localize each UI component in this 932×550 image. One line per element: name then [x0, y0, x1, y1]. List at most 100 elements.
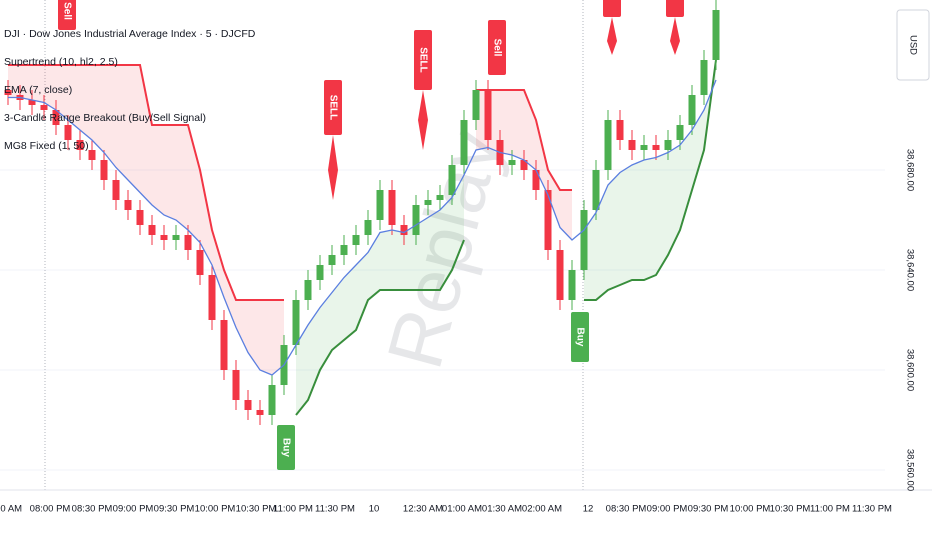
candle-body [76, 140, 84, 150]
legend: DJI · Dow Jones Industrial Average Index… [4, 28, 256, 152]
candle-body [268, 385, 276, 415]
x-tick-label: 10:00 PM [195, 504, 236, 515]
candle-body [160, 235, 168, 240]
candle-body [532, 170, 540, 190]
y-tick-label: 38,560.00 [904, 449, 915, 491]
x-tick-label: 11:30 PM [852, 504, 892, 515]
candle-body [412, 205, 420, 235]
price-axis [885, 0, 932, 490]
candle-body [460, 120, 468, 165]
candle-body [304, 280, 312, 300]
signal-label: Buy [574, 328, 585, 347]
x-tick-label: 01:00 AM [442, 504, 482, 515]
candle-body [232, 370, 240, 400]
x-tick-label: 09:00 PM [647, 504, 688, 515]
signal-arrow [418, 90, 428, 150]
supertrend-line [295, 239, 465, 416]
signal-label: Sell [61, 2, 72, 20]
candle-body [352, 235, 360, 245]
x-tick-label: 02:00 AM [522, 504, 562, 515]
candle-body [172, 235, 180, 240]
ema-line [8, 79, 717, 376]
x-tick-label: 08:30 PM [606, 504, 647, 515]
candle-body [448, 165, 456, 195]
candle-body [184, 235, 192, 250]
candle-body [328, 255, 336, 265]
legend-title: DJI · Dow Jones Industrial Average Index… [4, 28, 256, 40]
grid [0, 169, 885, 471]
candle-body [664, 140, 672, 150]
candle-body [580, 210, 588, 270]
signal-box [488, 20, 506, 75]
x-tick-label: 09:00 PM [113, 504, 154, 515]
signal-label: Sell [491, 39, 502, 57]
x-tick-label: 10 [369, 504, 380, 515]
x-tick-label: 12 [583, 504, 594, 515]
x-tick-label: 10:00 PM [730, 504, 771, 515]
candle-body [220, 320, 228, 370]
candle-body [484, 90, 492, 140]
plot [4, 0, 720, 425]
signal-arrow [328, 135, 338, 200]
signal-box [666, 0, 684, 17]
signal-label: SELL [327, 95, 338, 121]
candle-body [616, 120, 624, 140]
candle-body [472, 90, 480, 120]
signal-box [571, 312, 589, 362]
candle-body [712, 10, 720, 60]
candle-body [544, 190, 552, 250]
candle-body [136, 210, 144, 225]
currency: USD [907, 35, 918, 55]
trend-fill [8, 65, 284, 375]
supertrend-line [8, 64, 284, 301]
candle-body [28, 100, 36, 105]
candle-body [88, 150, 96, 160]
signals: Sell SELL SELL Sell Buy Buy [58, 0, 684, 470]
y-tick-label: 38,600.00 [904, 349, 915, 391]
candle-body [52, 110, 60, 125]
x-tick-label: 10:30 PM [236, 504, 277, 515]
candle-body [628, 140, 636, 150]
candle-body [688, 95, 696, 125]
x-tick-label: 08:00 PM [30, 504, 71, 515]
candle-body [376, 190, 384, 220]
candle-body [112, 180, 120, 200]
x-tick-label: 10:30 PM [770, 504, 811, 515]
signal-arrow [670, 17, 680, 55]
signal-label: Buy [280, 438, 291, 457]
candle-body [652, 145, 660, 150]
candle-body [40, 105, 48, 110]
candle-body [592, 170, 600, 210]
currency-box [896, 9, 930, 81]
x-tick-label: 09:30 PM [154, 504, 195, 515]
signal-box [603, 0, 621, 17]
candle-body [208, 275, 216, 320]
candle-body [316, 265, 324, 280]
signal-box [277, 425, 295, 470]
signal-arrow [607, 17, 617, 55]
y-tick-label: 38,640.00 [904, 249, 915, 291]
signal-box [324, 80, 342, 135]
candle-body [196, 250, 204, 275]
candle-body [388, 190, 396, 225]
x-tick-label: 11:30 PM [315, 504, 355, 515]
candle-body [364, 220, 372, 235]
candle-body [520, 160, 528, 170]
candle-body [244, 400, 252, 410]
x-tick-label: 09:30 PM [688, 504, 729, 515]
supertrend-line [476, 89, 572, 191]
candle-body [400, 225, 408, 235]
trend-fill [296, 175, 464, 415]
candle-body [424, 200, 432, 205]
candle-body [700, 60, 708, 95]
candle-body [124, 200, 132, 210]
x-tick-label: 11:00 PM [273, 504, 313, 515]
x-tick-label: 11:00 PM [810, 504, 850, 515]
candle-body [568, 270, 576, 300]
trend-fill [584, 60, 716, 300]
candle-body [556, 250, 564, 300]
trend-fill [476, 90, 572, 240]
candle-body [100, 160, 108, 180]
